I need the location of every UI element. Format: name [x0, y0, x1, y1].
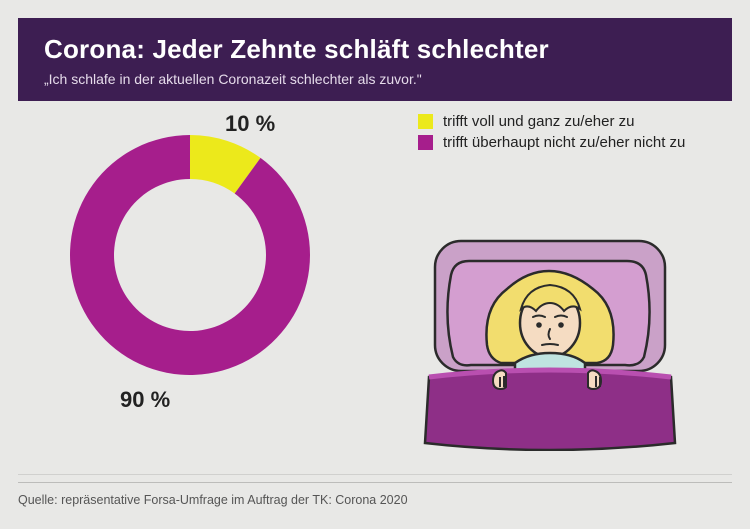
source-text: Quelle: repräsentative Forsa-Umfrage im …	[18, 493, 408, 507]
legend-swatch	[418, 135, 433, 150]
page-subtitle: „Ich schlafe in der aktuellen Coronazeit…	[44, 71, 706, 87]
woman-in-bed-illustration	[415, 231, 685, 451]
legend-item: trifft überhaupt nicht zu/eher nicht zu	[418, 134, 685, 151]
legend-swatch	[418, 114, 433, 129]
legend-text: trifft voll und ganz zu/eher zu	[443, 113, 635, 130]
main-area: 10 % 90 % trifft voll und ganz zu/eher z…	[0, 101, 750, 461]
slice-label-10: 10 %	[225, 111, 275, 137]
legend-text: trifft überhaupt nicht zu/eher nicht zu	[443, 134, 685, 151]
slice-label-90: 90 %	[120, 387, 170, 413]
legend-item: trifft voll und ganz zu/eher zu	[418, 113, 685, 130]
legend: trifft voll und ganz zu/eher zu trifft ü…	[418, 113, 685, 155]
page-title: Corona: Jeder Zehnte schläft schlechter	[44, 34, 706, 65]
donut-svg	[70, 135, 310, 375]
divider	[18, 474, 732, 475]
header: Corona: Jeder Zehnte schläft schlechter …	[18, 18, 732, 101]
donut-chart: 10 % 90 %	[70, 135, 330, 395]
source-footer: Quelle: repräsentative Forsa-Umfrage im …	[18, 482, 732, 507]
